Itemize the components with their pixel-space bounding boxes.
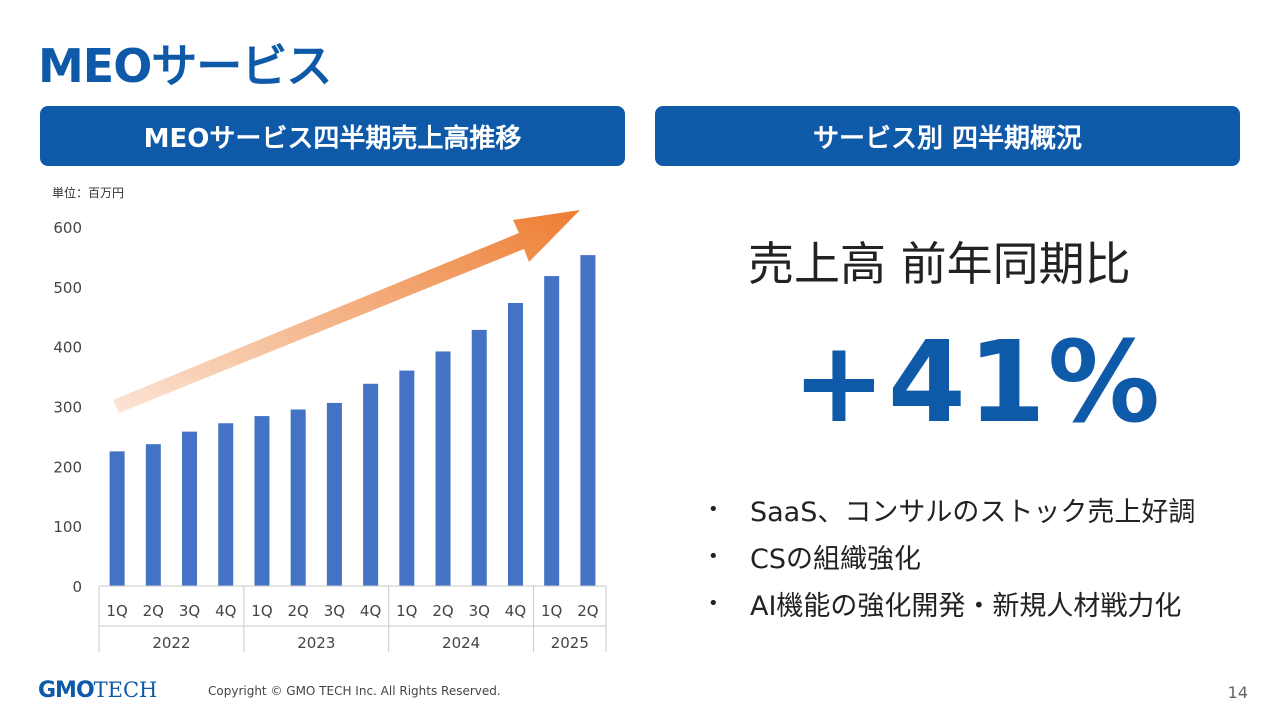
bullet-icon: • — [708, 499, 719, 520]
bar — [109, 451, 125, 586]
unit-label: 単位：百万円 — [52, 186, 125, 200]
y-tick-label: 500 — [53, 279, 82, 297]
x-tick-label: 1Q — [251, 602, 272, 620]
x-group-label: 2023 — [297, 634, 335, 652]
bullet-text: CSの組織強化 — [750, 544, 921, 575]
x-tick-label: 1Q — [396, 602, 417, 620]
x-tick-label: 1Q — [106, 602, 127, 620]
highlights-list: • SaaS、コンサルのストック売上好調 • CSの組織強化 • AI機能の強化開発・… — [708, 486, 1195, 627]
page-title: MEOサービス — [38, 39, 332, 93]
bar — [218, 423, 234, 586]
list-item: • CSの組織強化 — [708, 533, 1195, 580]
bar — [363, 383, 379, 586]
bullet-text: SaaS、コンサルのストック売上好調 — [750, 497, 1196, 528]
x-tick-label: 4Q — [360, 602, 381, 620]
copyright: Copyright © GMO TECH Inc. All Rights Res… — [208, 684, 501, 698]
bar — [145, 444, 161, 586]
x-group-label: 2022 — [152, 634, 190, 652]
x-tick-label: 2Q — [577, 602, 598, 620]
x-tick-label: 2Q — [143, 602, 164, 620]
revenue-bar-chart: 0 100 200 300 400 500 600 1Q 2Q 3Q 4Q 1Q 2Q 3Q 4Q 1Q 2Q… — [53, 210, 607, 652]
page-number: 14 — [1227, 683, 1248, 702]
bar — [507, 302, 523, 586]
yoy-growth-value: +41% — [792, 318, 1162, 448]
bar — [471, 329, 487, 586]
list-item: • SaaS、コンサルのストック売上好調 — [708, 486, 1195, 533]
x-group-label: 2025 — [551, 634, 589, 652]
bar — [399, 370, 415, 586]
company-logo: GMOTECH — [38, 678, 158, 703]
x-tick-label: 4Q — [215, 602, 236, 620]
x-tick-label: 1Q — [541, 602, 562, 620]
yoy-headline: 売上高 前年同期比 — [748, 237, 1131, 291]
summary-section-header: サービス別 四半期概況 — [655, 106, 1240, 166]
bar — [435, 351, 451, 586]
bar — [290, 409, 306, 586]
y-tick-label: 400 — [53, 339, 82, 357]
x-tick-label: 3Q — [469, 602, 490, 620]
bullet-icon: • — [708, 593, 719, 614]
bar — [326, 402, 342, 586]
bullet-icon: • — [708, 546, 719, 567]
y-tick-label: 0 — [72, 578, 82, 596]
bar — [580, 255, 596, 586]
bullet-text: AI機能の強化開発・新規人材戦力化 — [750, 591, 1182, 622]
y-tick-label: 300 — [53, 399, 82, 417]
bar — [544, 276, 560, 586]
x-tick-label: 2Q — [287, 602, 308, 620]
chart-section-header: MEOサービス四半期売上高推移 — [40, 106, 625, 166]
y-tick-label: 100 — [53, 518, 82, 536]
list-item: • AI機能の強化開発・新規人材戦力化 — [708, 580, 1195, 627]
y-tick-label: 600 — [53, 219, 82, 237]
x-tick-label: 3Q — [324, 602, 345, 620]
trend-arrow — [113, 210, 580, 413]
bar — [182, 431, 198, 586]
x-tick-label: 3Q — [179, 602, 200, 620]
y-tick-label: 200 — [53, 458, 82, 476]
x-tick-label: 2Q — [432, 602, 453, 620]
bar — [254, 416, 270, 586]
x-group-label: 2024 — [442, 634, 480, 652]
x-tick-label: 4Q — [505, 602, 526, 620]
